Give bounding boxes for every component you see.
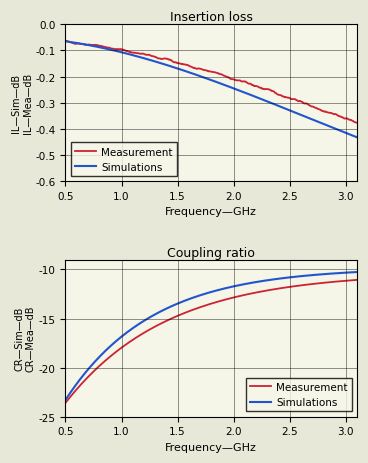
Measurement (195, 306, 199, 311)
Measurement (115, 349, 119, 354)
Simulations (195, 73, 199, 79)
Measurement (236, 78, 240, 84)
Y-axis label: IL—Sim—dB
IL—Mea—dB: IL—Sim—dB IL—Mea—dB (11, 73, 33, 134)
Measurement (283, 95, 287, 100)
Simulations (63, 39, 68, 45)
Simulations (258, 97, 262, 102)
Measurement (138, 332, 142, 338)
Simulations (115, 49, 119, 55)
Simulations (235, 88, 240, 94)
Legend: Measurement, Simulations: Measurement, Simulations (246, 378, 352, 412)
Measurement (355, 121, 359, 126)
Measurement (115, 47, 120, 53)
Simulations (138, 320, 142, 326)
Simulations (195, 294, 199, 300)
Measurement (64, 39, 68, 44)
Simulations (283, 275, 287, 281)
Line: Simulations: Simulations (66, 42, 357, 138)
Y-axis label: CR—Sim—dB
CR—Mea—dB: CR—Sim—dB CR—Mea—dB (14, 305, 36, 372)
Simulations (138, 55, 142, 61)
Measurement (355, 277, 359, 283)
Line: Simulations: Simulations (66, 272, 357, 400)
Line: Measurement: Measurement (66, 280, 357, 403)
Measurement (283, 285, 287, 291)
Measurement (258, 86, 263, 91)
Simulations (355, 269, 359, 275)
Simulations (63, 397, 68, 403)
Line: Measurement: Measurement (66, 42, 357, 124)
Simulations (258, 279, 262, 285)
Measurement (139, 52, 143, 57)
Measurement (258, 289, 262, 295)
Title: Insertion loss: Insertion loss (170, 11, 252, 24)
Simulations (235, 283, 240, 289)
X-axis label: Frequency—GHz: Frequency—GHz (165, 207, 257, 217)
Simulations (355, 135, 359, 141)
X-axis label: Frequency—GHz: Frequency—GHz (165, 442, 257, 452)
Measurement (63, 39, 68, 44)
Simulations (283, 106, 287, 112)
Measurement (63, 400, 68, 406)
Title: Coupling ratio: Coupling ratio (167, 246, 255, 259)
Measurement (195, 67, 200, 72)
Measurement (235, 294, 240, 300)
Legend: Measurement, Simulations: Measurement, Simulations (71, 143, 177, 176)
Simulations (115, 338, 119, 344)
